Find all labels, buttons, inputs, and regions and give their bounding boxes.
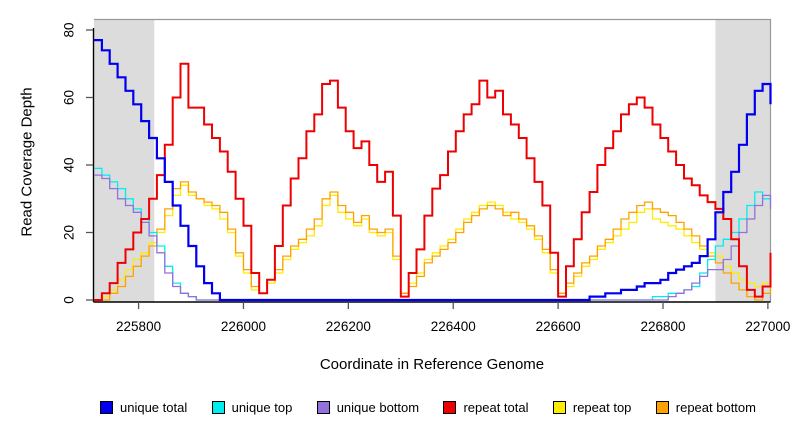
x-axis-title: Coordinate in Reference Genome — [319, 356, 545, 373]
legend-swatch-repeat-total — [443, 401, 457, 414]
legend-label: repeat top — [572, 400, 632, 415]
legend-item-repeat-total: repeat total — [443, 400, 529, 415]
series-line-repeat-total — [94, 62, 772, 301]
x-tick-label: 226800 — [640, 319, 685, 334]
y-tick-label: 40 — [62, 157, 77, 172]
legend-swatch-unique-bottom — [316, 401, 330, 414]
shaded-region — [715, 19, 771, 302]
legend-label: unique top — [231, 400, 293, 415]
y-tick-label: 80 — [62, 22, 77, 37]
legend-label: unique bottom — [336, 400, 420, 415]
series-line-unique-total — [94, 39, 772, 302]
x-tick-label: 225800 — [116, 319, 161, 334]
x-tick-label: 226600 — [536, 319, 581, 334]
y-tick-label: 60 — [62, 90, 77, 105]
legend-swatch-repeat-bottom — [655, 401, 669, 414]
series-line-repeat-bottom — [94, 181, 772, 301]
legend-item-repeat-bottom: repeat bottom — [655, 400, 756, 415]
x-tick-label: 226200 — [326, 319, 371, 334]
coverage-plot: 225800 226000 226200 226400 226600 226800 2270… — [62, 18, 790, 334]
shaded-region — [94, 19, 155, 302]
legend-label: repeat bottom — [675, 400, 756, 415]
legend-item-unique-top: unique top — [211, 400, 293, 415]
legend-item-repeat-top: repeat top — [552, 400, 632, 415]
legend-swatch-unique-total — [100, 401, 113, 414]
x-tick-label: 227000 — [745, 319, 790, 334]
x-tick-label: 226000 — [221, 319, 266, 334]
x-tick-label: 226400 — [431, 319, 476, 334]
legend-swatch-repeat-top — [552, 401, 566, 414]
legend-label: repeat total — [463, 400, 529, 415]
y-tick-label: 20 — [62, 225, 77, 240]
legend-swatch-unique-top — [211, 401, 225, 414]
legend-item-unique-total: unique total — [100, 400, 187, 415]
series-line-repeat-top — [94, 184, 772, 301]
legend-label: unique total — [120, 400, 188, 415]
plot-legend: unique total unique top unique bottom repea… — [100, 400, 756, 415]
y-axis-title: Read Coverage Depth — [18, 87, 36, 237]
y-tick-label: 0 — [62, 296, 77, 304]
legend-item-unique-bottom: unique bottom — [316, 400, 420, 415]
